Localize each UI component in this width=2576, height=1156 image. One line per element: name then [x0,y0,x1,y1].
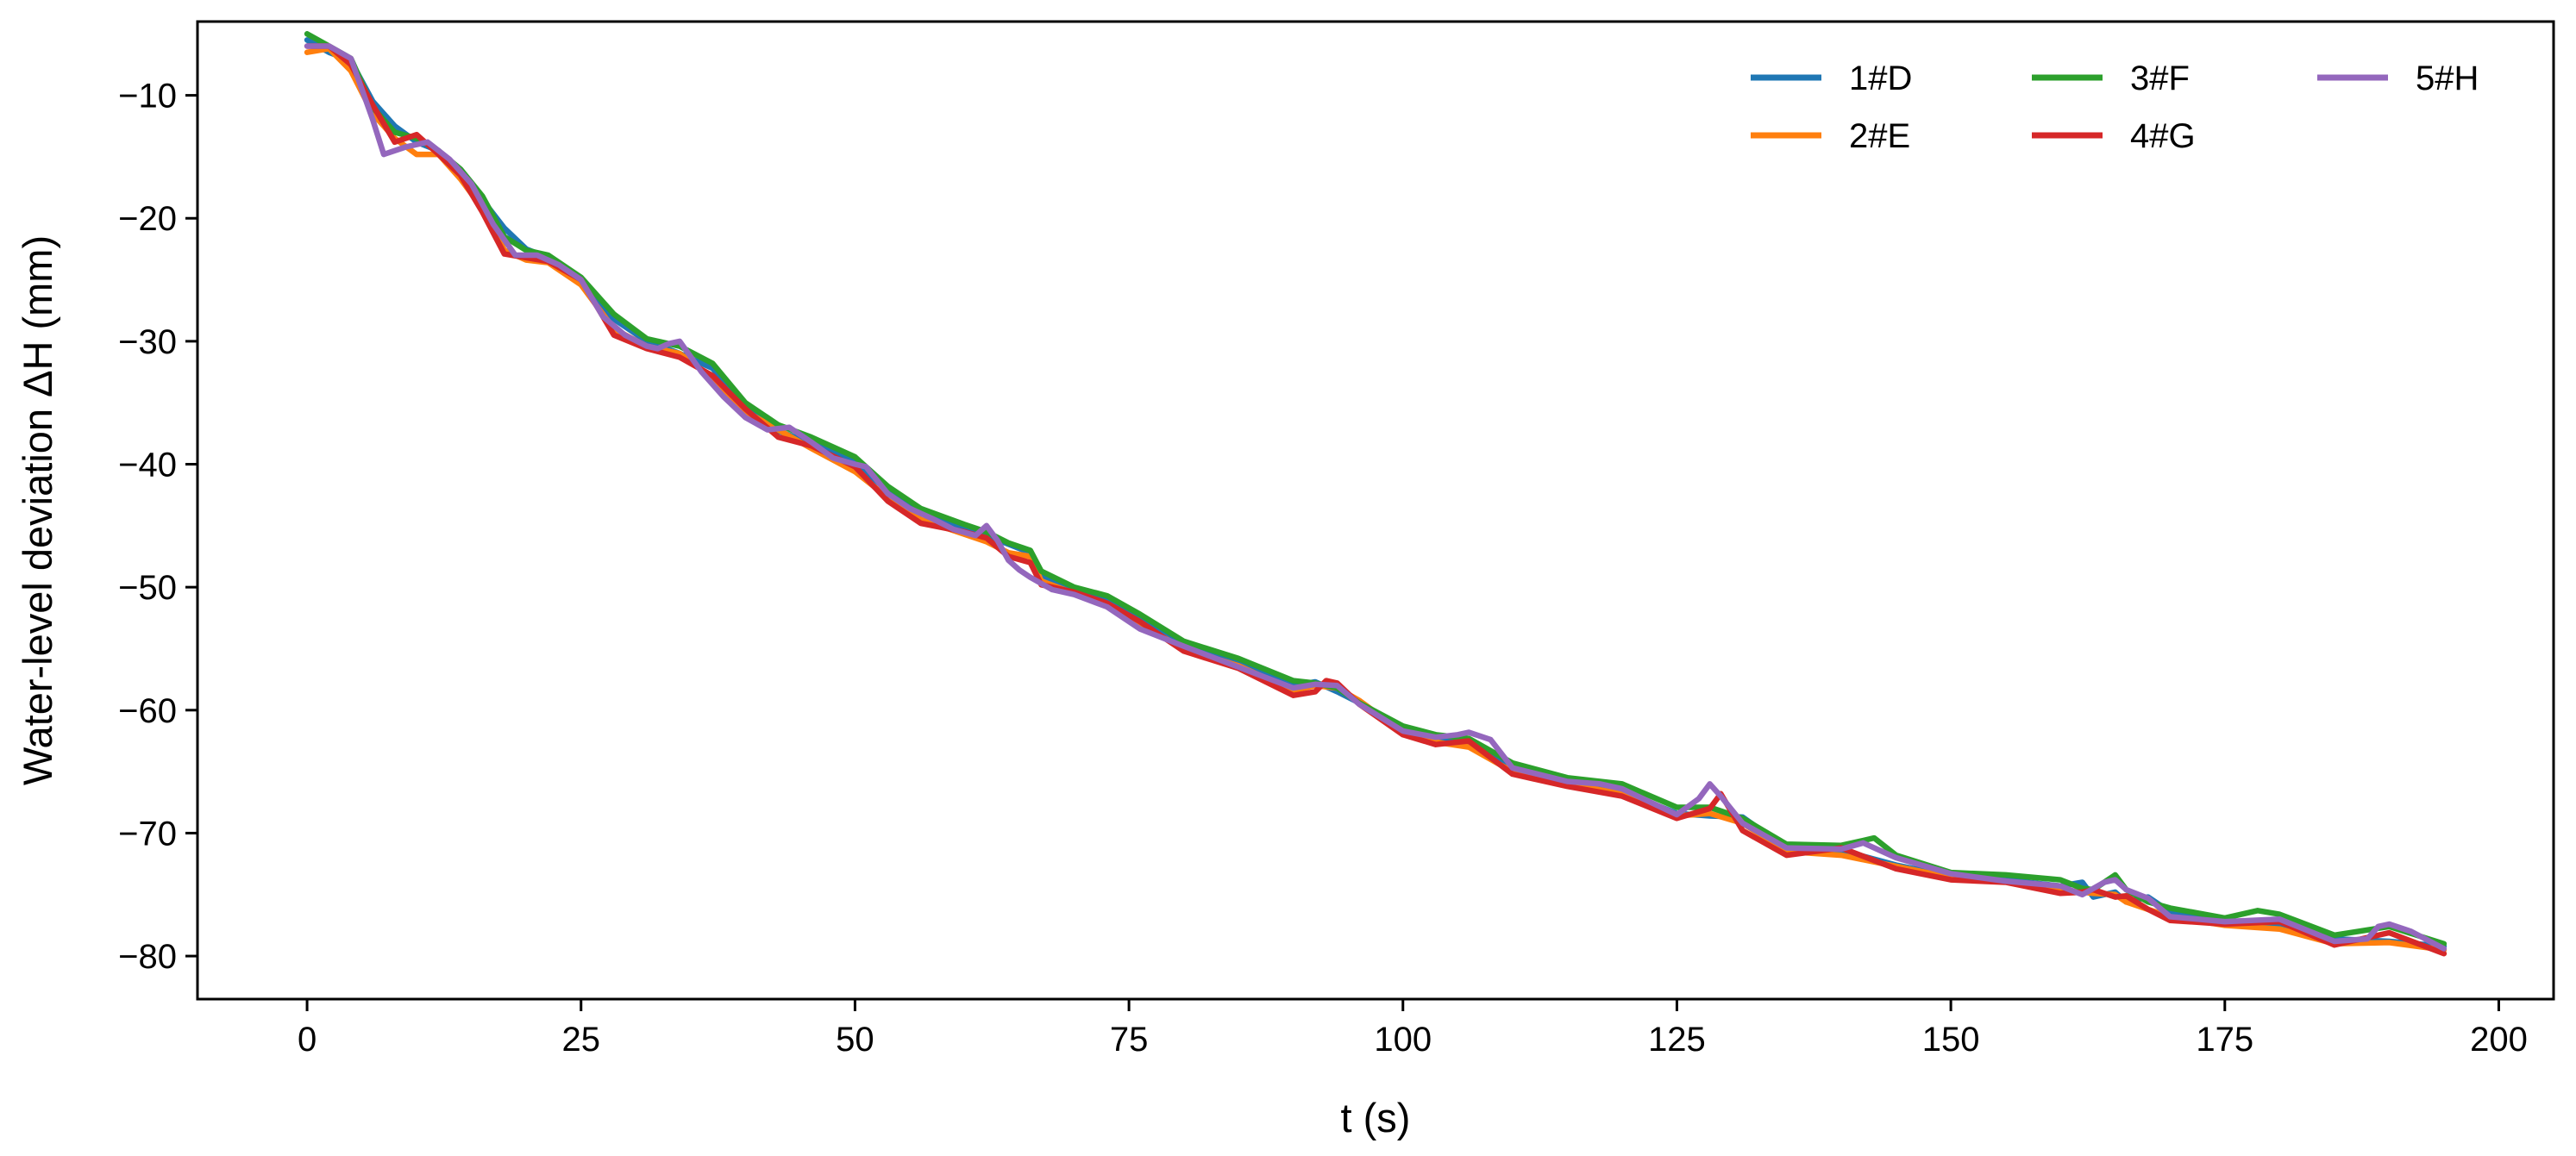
x-tick-label: 100 [1374,1021,1432,1059]
x-tick-label: 125 [1648,1021,1706,1059]
x-tick-label: 200 [2470,1021,2528,1059]
y-tick-label: −30 [118,323,177,361]
x-tick-label: 50 [836,1021,874,1059]
y-axis: −10 −20 −30 −40 −50 −60 −70 −80 [118,78,197,976]
y-tick-label: −70 [118,815,177,853]
x-tick-label: 75 [1110,1021,1149,1059]
y-tick-label: −10 [118,78,177,116]
series-line-3 [304,31,2448,947]
plot-frame [196,20,2555,1001]
x-tick-label: 150 [1922,1021,1980,1059]
y-tick-label: −50 [118,569,177,607]
y-axis-label: Water-level deviation ΔH (mm) [15,235,60,785]
y-tick-label: −60 [118,692,177,730]
x-tick-label: 25 [561,1021,600,1059]
x-tick-label: 175 [2196,1021,2253,1059]
legend-label: 2#E [1849,117,1910,155]
y-tick-label: −80 [118,938,177,976]
legend-label: 1#D [1849,59,1912,97]
y-tick-label: −40 [118,447,177,484]
legend: 1#D 2#E 3#F 4#G 5#H [1751,59,2479,155]
series-line-5 [304,43,2448,952]
y-tick-label: −20 [118,200,177,238]
x-tick-label: 0 [298,1021,317,1059]
legend-label: 5#H [2416,59,2479,97]
series-layer [304,31,2448,957]
legend-label: 4#G [2130,117,2196,155]
x-axis-label: t (s) [1341,1095,1411,1140]
x-axis: 0 25 50 75 100 125 150 175 200 [298,999,2528,1059]
legend-label: 3#F [2130,59,2190,97]
